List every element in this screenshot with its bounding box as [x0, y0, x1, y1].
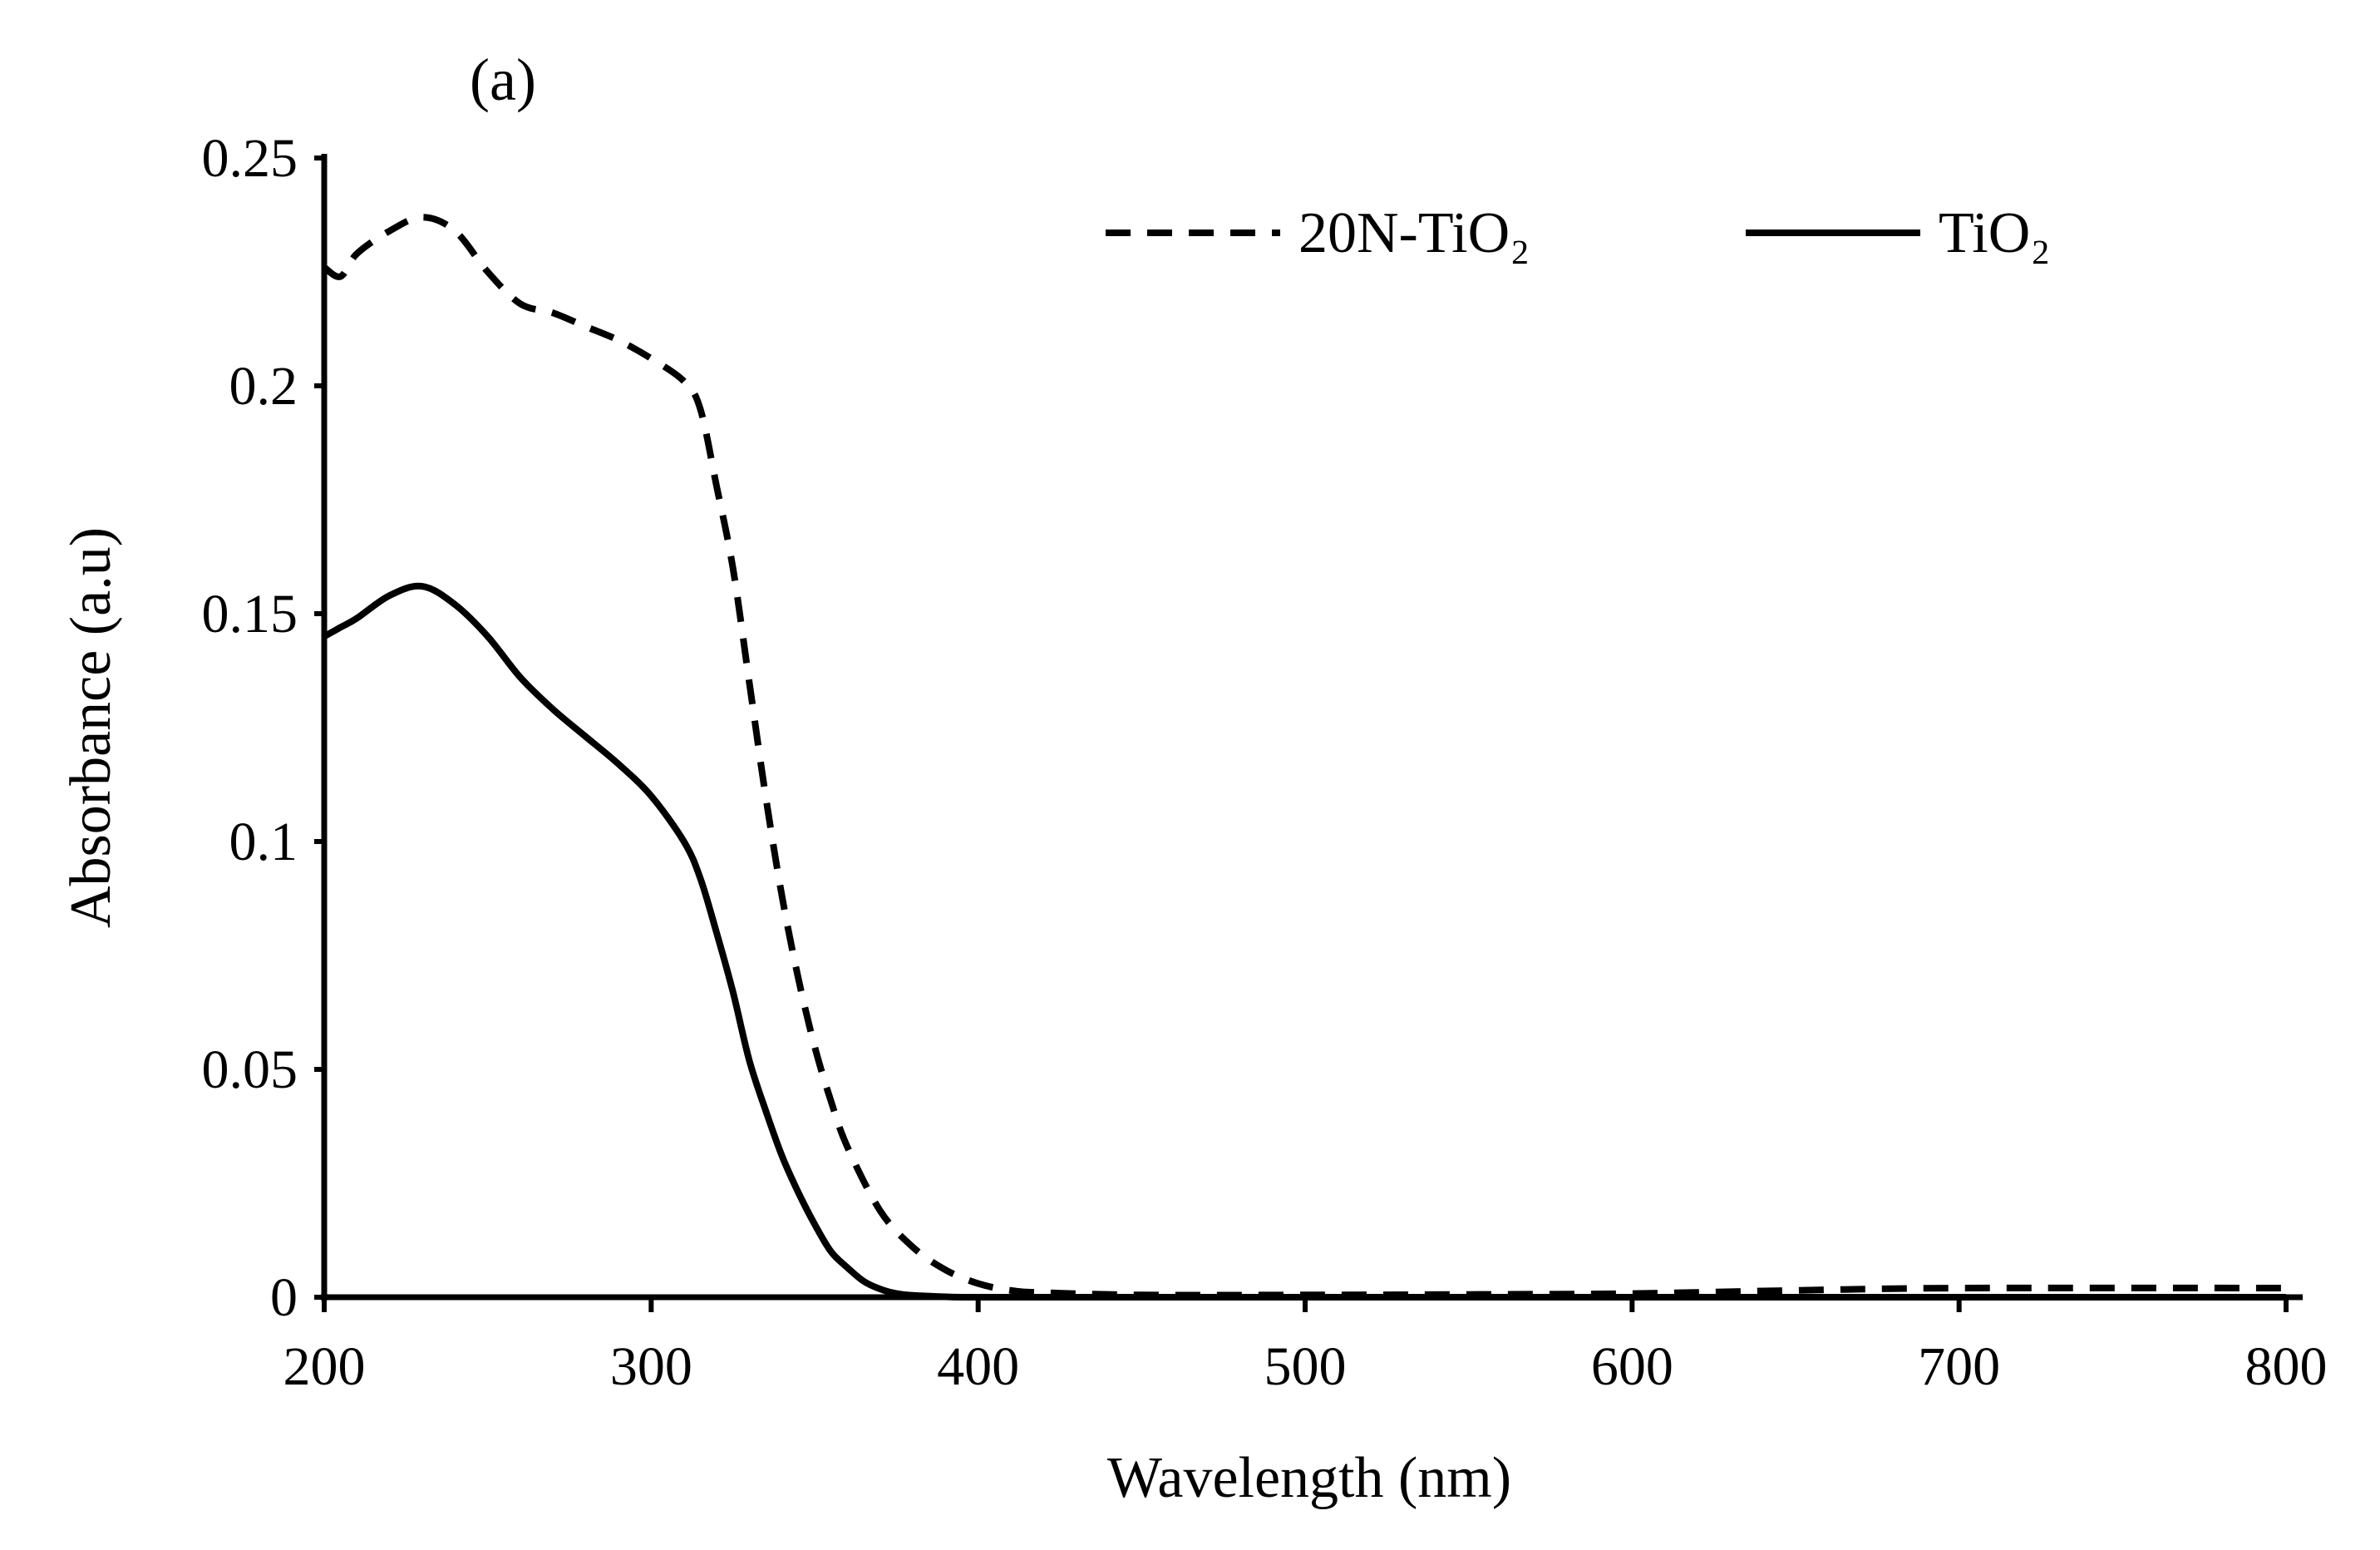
- series-layer: [322, 214, 2287, 1301]
- x-tick-label: 600: [1591, 1336, 1673, 1397]
- y-tick-group: 0 0.05 0.1 0.15 0.2 0.25: [202, 128, 324, 1328]
- x-tick-label: 500: [1264, 1336, 1347, 1397]
- y-axis-title: Absorbance (a.u): [59, 527, 123, 928]
- x-tick-label: 200: [283, 1336, 366, 1397]
- y-tick-label: 0.15: [202, 584, 298, 644]
- x-tick-label: 700: [1918, 1336, 2000, 1397]
- y-tick-label: 0: [270, 1267, 298, 1328]
- x-tick-label: 400: [937, 1336, 1019, 1397]
- x-tick-label: 300: [610, 1336, 692, 1397]
- series-line-tio2: [323, 582, 2286, 1301]
- y-tick-label: 0.2: [229, 356, 298, 417]
- legend-label-tio2: TiO₂: [1939, 201, 2051, 265]
- x-axis-title: Wavelength (nm): [1107, 1446, 1511, 1510]
- panel-label: (a): [470, 47, 536, 113]
- legend: 20N-TiO₂ TiO₂: [1106, 201, 2051, 265]
- y-tick-label: 0.25: [202, 128, 298, 189]
- x-tick-group: 200 300 400 500 600 700 800: [283, 1297, 2328, 1397]
- y-tick-label: 0.1: [229, 812, 298, 872]
- y-tick-label: 0.05: [202, 1039, 298, 1100]
- series-line-20n-tio2: [322, 214, 2287, 1299]
- x-tick-label: 800: [2245, 1336, 2328, 1397]
- legend-label-20n-tio2: 20N-TiO₂: [1298, 201, 1530, 265]
